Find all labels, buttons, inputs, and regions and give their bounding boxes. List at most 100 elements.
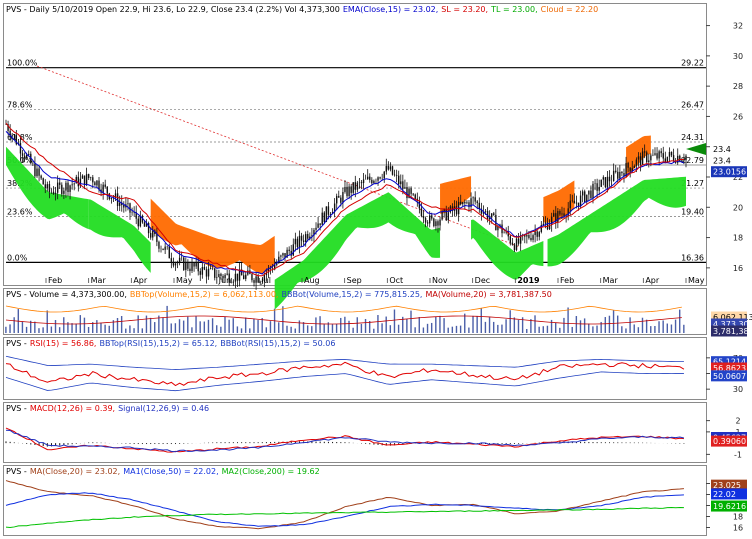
month-label: Aug [304,276,320,285]
rsi-bbbot-tag-bg [711,370,747,382]
volume-bar [402,316,404,333]
volume-bar [625,328,627,333]
volume-bar [530,319,532,333]
volume-bar [348,320,350,333]
volume-bar [542,326,544,333]
ma200-tag-bg [711,500,747,512]
green-cloud [6,146,686,310]
volume-bar [546,325,549,333]
volume-bar [368,320,371,333]
volume-header-bbtop: BBTop(Volume,15,2) = 6,062,113.00, [130,290,279,299]
price-axis-label: 18 [733,234,743,243]
fib-price-3: 22.79 [681,156,704,165]
volume-bar [302,322,305,333]
fib-pct-0: 100.0% [7,59,38,68]
volume-bar [563,317,565,333]
volume-bar [9,324,11,333]
fib-price-2: 24.31 [681,133,704,142]
svg-text:PVS - Daily 5/10/2019 Open 22.: PVS - Daily 5/10/2019 Open 22.9, Hi 23.6… [6,5,598,14]
volume-bar [327,322,330,333]
month-label: May [688,276,705,285]
month-label: Oct [389,276,403,285]
macd-axis-label: 2 [735,417,740,426]
volume-bar [435,316,437,333]
pane-frames [3,3,707,536]
ma20-tag: 23.025 [713,481,741,490]
volume-bar [360,323,363,333]
volume-bar [244,317,247,333]
sl-tag: 23.4 [713,156,731,165]
ma200-line [5,507,684,528]
fib-pct-5: 23.6% [7,207,33,216]
ma-pane-frame [3,465,707,536]
ma20-tag-bg [711,479,747,491]
volume-bar [96,320,98,333]
volume-bar [182,320,185,333]
price-header-sl: SL = 23.20, [441,5,488,14]
ema-line [5,131,685,275]
volume-bar [253,318,255,333]
volume-bar [58,327,61,333]
volume-bar [30,320,32,333]
volume-bar [410,310,412,333]
volume-bar [261,318,263,333]
volume-bar [381,323,383,333]
volume-bar [162,317,164,333]
volume-bar [220,326,222,333]
month-label: Feb [560,276,574,285]
volume-bar [658,321,660,333]
rsi-tag-bg [711,362,747,374]
volume-bar [608,315,611,333]
macd-header: PVS - MACD(12,26) = 0.39, Signal(12,26,9) … [6,404,209,413]
volume-bar [315,317,317,333]
volume-bar [38,328,40,333]
volume-bar [497,324,499,333]
volume-bar [459,325,462,333]
volume-bar [133,328,135,333]
volume-bar [517,319,520,333]
month-label: Dec [475,276,490,285]
rsi-bbtop-line [5,355,684,370]
volume-bar [650,326,652,333]
ma20-line [5,480,684,530]
green-cloud-segment-0 [6,146,89,230]
rsi-bbbot-line [5,371,684,392]
volume-bar [575,316,578,333]
volume-bar [42,327,44,333]
volume-bar [683,324,685,333]
volume-bar [554,322,557,333]
volume-ma-tag-bg [711,325,747,337]
ema-tag: 23.0156 [713,168,746,177]
volume-bar [377,315,379,333]
volume-bar [67,322,69,333]
volume-bar [451,326,454,333]
close-tag: 23.4 [713,145,731,154]
fib-price-0: 29.22 [681,59,704,68]
price-axis-label: 26 [733,112,743,121]
rsi-header-bbbot: BBBot(RSI(15),15,2) = 50.06 [220,339,335,348]
price-pane[interactable]: 100.0% 29.22 78.6% 26.47 61.8% 24.31 50.0% 22.7… [5,59,706,310]
volume-bar [455,325,458,333]
price-tags: 23.4 23.4 23.0156 [711,143,747,178]
volume-bar [104,324,106,333]
macd-tag-bg [711,435,747,447]
orange-cloud-segment-2 [543,180,575,223]
volume-bar [232,318,234,333]
volume-bar [596,325,598,333]
volume-bar [154,322,156,333]
volume-bar [5,326,7,333]
volume-bar [364,318,367,333]
green-cloud-segment-3 [471,219,544,280]
volume-bar [87,326,90,333]
volume-bar [513,317,516,333]
rsi-header-prefix: PVS - [6,339,27,348]
volume-bar [534,315,536,333]
fib-pct-3: 50.0% [7,156,33,165]
volume-bar [286,325,288,333]
volume-bar [137,315,139,333]
rsi-header-bbtop: BBTop(RSI(15),15,2) = 65.12, [99,339,217,348]
volume-bar [633,324,635,333]
price-axis-label: 28 [733,82,743,91]
